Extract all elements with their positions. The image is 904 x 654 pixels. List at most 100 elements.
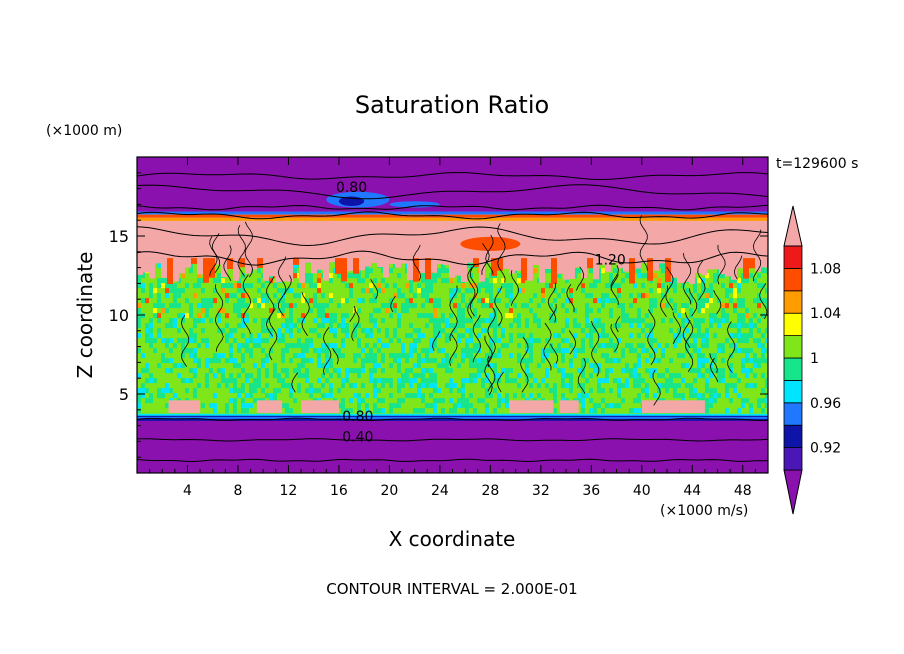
field-cell	[341, 403, 345, 409]
field-cell	[625, 273, 629, 279]
field-cell	[477, 283, 481, 289]
field-cell	[481, 328, 485, 334]
field-cell	[497, 338, 501, 344]
field-cell	[757, 363, 761, 369]
saturation-field	[137, 157, 768, 473]
field-cell	[457, 308, 461, 314]
y-tick-label: 10	[109, 306, 129, 325]
field-cell	[561, 353, 565, 359]
field-cell	[165, 403, 169, 409]
pink-intrusion	[329, 258, 335, 263]
field-cell	[705, 408, 709, 414]
pink-intrusion	[371, 258, 377, 264]
field-cell	[677, 313, 681, 319]
field-cell	[757, 293, 761, 299]
field-cell	[725, 313, 729, 319]
field-cell	[417, 353, 421, 359]
field-cell	[385, 343, 389, 349]
field-cell	[705, 378, 709, 384]
field-cell	[633, 318, 637, 324]
field-cell	[489, 318, 493, 324]
field-cell	[497, 353, 501, 359]
field-cell	[641, 378, 645, 384]
field-cell	[509, 283, 513, 289]
field-cell	[277, 288, 281, 294]
field-cell	[429, 368, 433, 374]
field-cell	[489, 293, 493, 299]
field-cell	[537, 363, 541, 369]
field-cell	[685, 328, 689, 334]
field-cell	[417, 338, 421, 344]
field-cell	[753, 373, 757, 379]
pink-intrusion	[707, 258, 713, 270]
field-cell	[397, 403, 401, 409]
cloud-lens	[301, 400, 339, 413]
field-cell	[505, 393, 509, 399]
field-cell	[145, 328, 149, 334]
field-cell	[477, 323, 481, 329]
pink-intrusion	[311, 258, 317, 274]
contour-line	[647, 309, 656, 366]
field-cell	[345, 283, 349, 289]
field-cell	[237, 373, 241, 379]
field-cell	[605, 343, 609, 349]
field-cell	[321, 318, 325, 324]
field-cell	[705, 303, 709, 309]
field-cell	[609, 388, 613, 394]
field-cell	[257, 343, 261, 349]
field-cell	[313, 318, 317, 324]
field-cell	[329, 373, 333, 379]
field-cell	[221, 368, 225, 374]
field-cell	[361, 358, 365, 364]
contour-line	[137, 417, 768, 422]
field-cell	[485, 353, 489, 359]
field-cell	[617, 283, 621, 289]
field-cell	[741, 333, 745, 339]
field-cell	[317, 358, 321, 364]
pink-intrusion	[713, 258, 719, 270]
pink-intrusion	[185, 258, 191, 268]
pink-intrusion	[449, 258, 455, 278]
field-cell	[253, 298, 257, 304]
field-cell	[689, 383, 693, 389]
field-cell	[661, 263, 665, 269]
field-cell	[701, 318, 705, 324]
field-cell	[649, 308, 653, 314]
field-cell	[661, 353, 665, 359]
field-cell	[697, 303, 701, 309]
field-cell	[505, 288, 509, 294]
field-cell	[605, 378, 609, 384]
field-cell	[349, 398, 353, 404]
field-cell	[449, 313, 453, 319]
field-cell	[237, 288, 241, 294]
field-cell	[685, 363, 689, 369]
field-cell	[585, 313, 589, 319]
field-cell	[501, 343, 505, 349]
field-cell	[697, 353, 701, 359]
field-cell	[169, 368, 173, 374]
field-cell	[177, 328, 181, 334]
field-cell	[141, 353, 145, 359]
contour-label: 0.40	[342, 429, 373, 445]
field-cell	[637, 268, 641, 274]
field-cell	[457, 398, 461, 404]
field-cell	[261, 293, 265, 299]
field-cell	[321, 313, 325, 319]
field-cell	[533, 318, 537, 324]
field-cell	[433, 378, 437, 384]
pink-intrusion	[473, 258, 479, 268]
field-cell	[285, 383, 289, 389]
field-cell	[421, 288, 425, 294]
field-cell	[249, 303, 253, 309]
field-cell	[353, 383, 357, 389]
field-cell	[705, 328, 709, 334]
field-cell	[241, 353, 245, 359]
field-cell	[433, 358, 437, 364]
field-cell	[653, 338, 657, 344]
field-cell	[405, 303, 409, 309]
field-cell	[505, 378, 509, 384]
field-cell	[149, 333, 153, 339]
field-cell	[653, 273, 657, 279]
field-cell	[553, 363, 557, 369]
field-cell	[329, 363, 333, 369]
